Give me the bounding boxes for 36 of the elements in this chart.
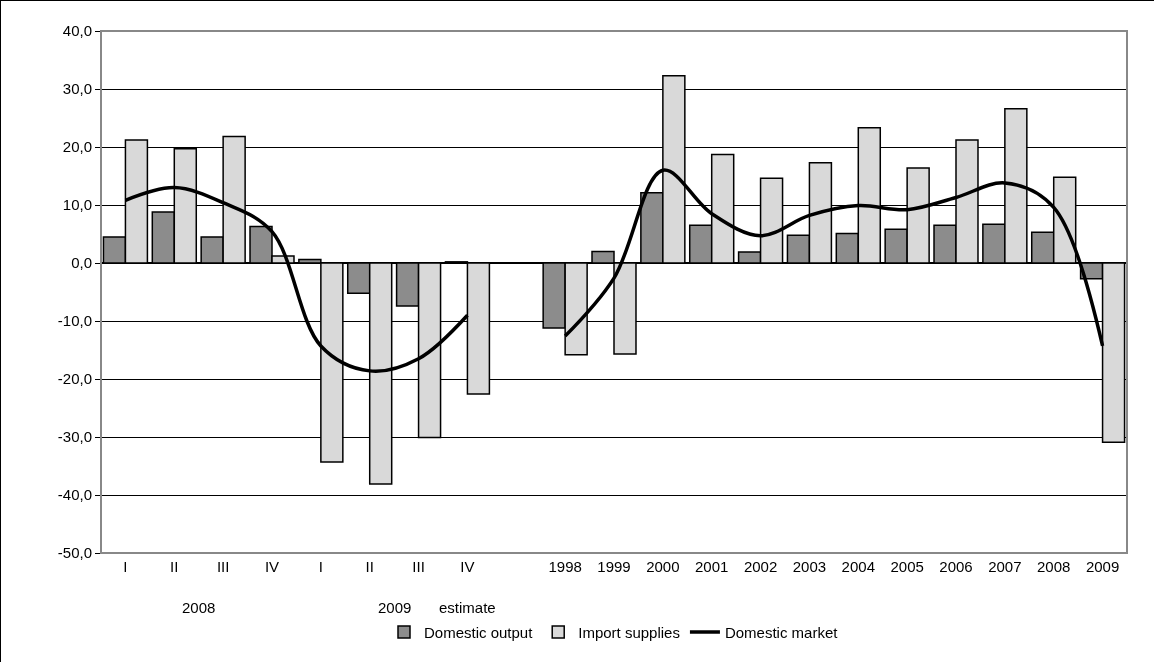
- text: 2009: [378, 599, 412, 616]
- y-tick-label: -40,0: [57, 486, 92, 504]
- x-tick-label: IV: [264, 558, 280, 575]
- x-tick-label: 2001: [695, 558, 729, 575]
- x-tick-label: 2007: [988, 558, 1022, 575]
- x-tick-label: 2005: [890, 558, 924, 575]
- x-tick-label: 2002: [743, 558, 778, 575]
- x-tick-label: 2004: [841, 558, 875, 575]
- x-tick-label: I: [123, 558, 128, 575]
- y-tick-label: 0,0: [71, 254, 92, 272]
- text: estimate: [439, 599, 496, 616]
- x-tick-label: 1999: [597, 558, 631, 575]
- y-tick-label: -50,0: [57, 544, 92, 562]
- x-tick-label: IV: [460, 558, 475, 575]
- text: 2008: [182, 599, 216, 616]
- x-tick-label: 2006: [939, 558, 973, 575]
- y-tick-label: -10,0: [57, 312, 92, 330]
- y-tick-label: -30,0: [57, 428, 92, 446]
- legend-label: Domestic output: [424, 623, 534, 641]
- x-tick-label: 2003: [792, 558, 827, 575]
- legend-label: Import supplies: [578, 623, 680, 641]
- legend-label: Domestic market: [724, 623, 839, 641]
- x-tick-label: II: [365, 558, 374, 575]
- x-tick-label: 1998: [548, 558, 582, 575]
- x-tick-label: III: [412, 558, 425, 575]
- y-tick-label: -20,0: [57, 370, 92, 388]
- x-tick-label: 2009: [1085, 558, 1120, 575]
- x-tick-label: II: [170, 558, 179, 575]
- y-tick-label: 40,0: [62, 22, 92, 40]
- x-tick-label: 2008: [1037, 558, 1071, 575]
- x-tick-label: I: [318, 558, 323, 575]
- x-tick-label: III: [216, 558, 230, 575]
- y-tick-label: 30,0: [62, 80, 92, 98]
- x-tick-label: 2000: [646, 558, 680, 575]
- y-tick-label: 10,0: [62, 196, 92, 214]
- y-tick-label: 20,0: [62, 138, 92, 156]
